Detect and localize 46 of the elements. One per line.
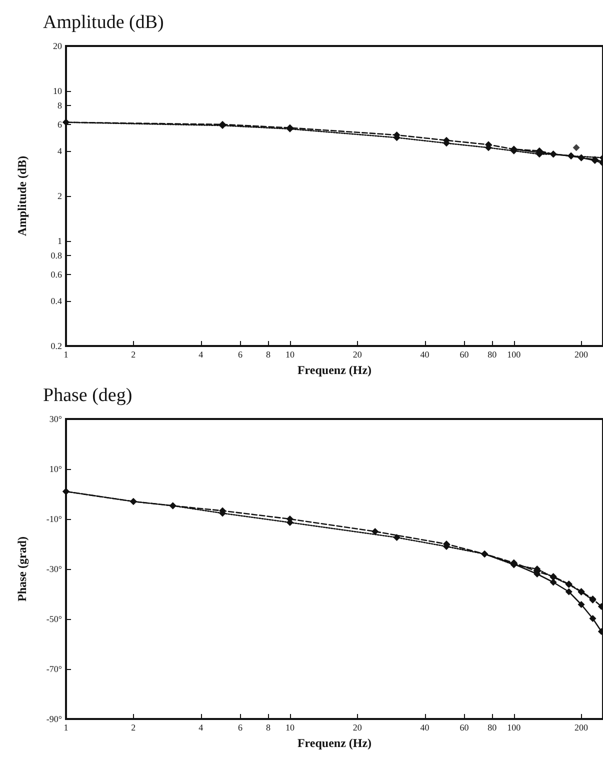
y-tick-label: 6 [58, 119, 62, 130]
y-tick-label: 20 [53, 41, 62, 51]
x-tick-label: 80 [488, 722, 498, 732]
y-tick-label: 0.8 [50, 250, 62, 261]
x-tick-label: 40 [420, 350, 430, 360]
y-tick-label: 1 [58, 236, 62, 246]
x-axis-title: Frequenz (Hz) [297, 363, 372, 377]
x-tick-label: 10 [285, 350, 295, 360]
y-tick-label: 2 [58, 191, 62, 201]
x-tick-label: 20 [352, 722, 362, 732]
y-tick-label: 10 [53, 86, 62, 96]
y-axis-title: Amplitude (dB) [15, 156, 29, 236]
y-tick-label: -70° [46, 664, 62, 674]
x-tick-label: 100 [507, 350, 522, 360]
x-tick-label: 80 [488, 350, 498, 360]
y-tick-label: 0.4 [50, 296, 62, 306]
x-tick-label: 20 [352, 350, 362, 360]
x-tick-label: 100 [507, 722, 522, 732]
x-tick-label: 2 [131, 350, 136, 360]
y-tick-label: 0.2 [50, 341, 62, 351]
chart-title: Phase (deg) [43, 385, 132, 406]
x-tick-label: 4 [198, 350, 204, 360]
y-tick-label: 10° [49, 464, 62, 474]
x-tick-label: 2 [131, 722, 136, 732]
x-tick-label: 40 [420, 722, 430, 732]
x-tick-label: 60 [460, 350, 470, 360]
y-tick-label: 4 [58, 146, 62, 156]
x-tick-label: 6 [238, 350, 244, 360]
x-tick-label: 60 [460, 722, 470, 732]
y-axis-title: Phase (grad) [15, 536, 29, 602]
x-tick-label: 10 [285, 722, 295, 732]
y-tick-label: 8 [58, 100, 62, 111]
x-axis-title: Frequenz (Hz) [297, 736, 372, 750]
y-tick-label: 0.6 [50, 269, 62, 280]
y-tick-label: 30° [49, 414, 62, 424]
x-tick-label: 4 [198, 722, 204, 732]
x-tick-label: 200 [574, 722, 589, 732]
x-tick-label: 8 [266, 722, 271, 732]
y-tick-label: -30° [46, 564, 62, 574]
y-tick-label: -50° [46, 614, 62, 624]
y-tick-label: -10° [46, 514, 62, 524]
x-tick-label: 200 [574, 350, 589, 360]
chart-title: Amplitude (dB) [43, 12, 164, 33]
x-tick-label: 6 [238, 722, 244, 732]
y-tick-label: -90° [46, 714, 62, 724]
x-tick-label: 8 [266, 350, 271, 360]
